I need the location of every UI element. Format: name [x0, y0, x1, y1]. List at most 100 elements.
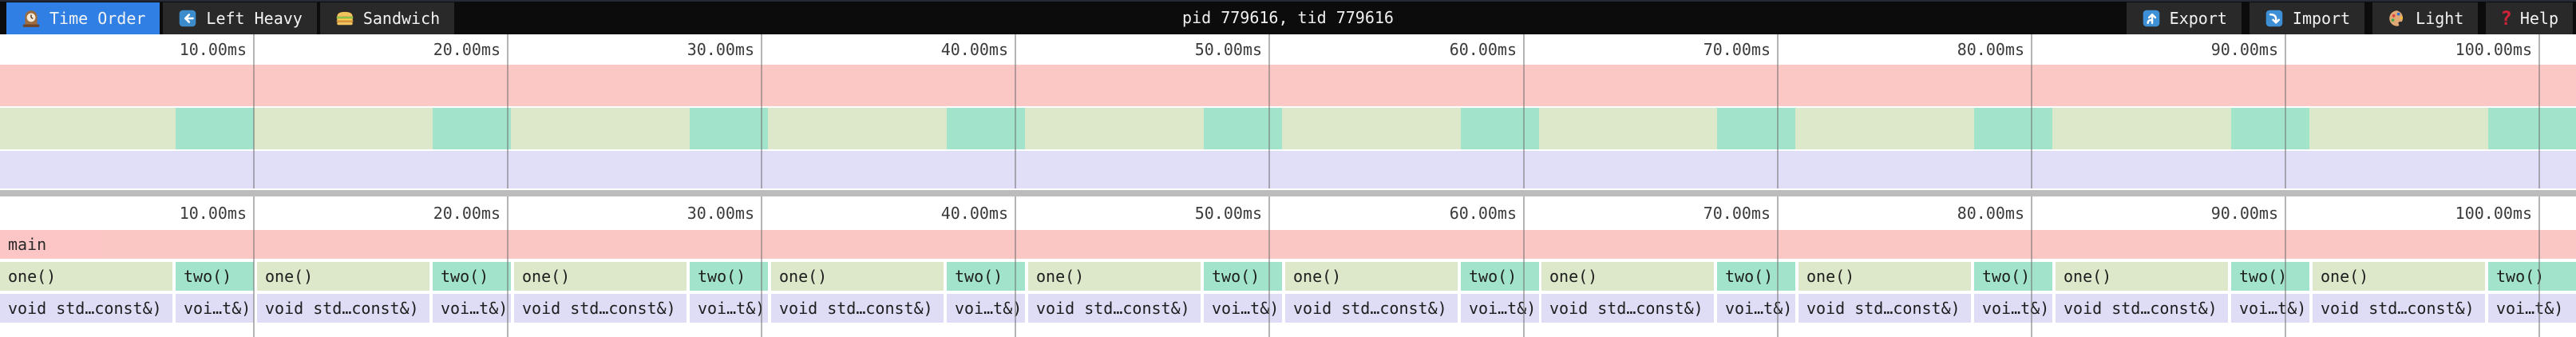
frame-two[interactable]: two() [690, 262, 768, 291]
gridline [2031, 196, 2032, 337]
help-button[interactable]: ? Help [2486, 2, 2573, 34]
gridline [1268, 34, 1270, 188]
action-label: Export [2169, 9, 2227, 28]
minimap-segment-two [176, 108, 254, 149]
frame-two-child[interactable]: voi…t&) [690, 294, 768, 323]
frame-two[interactable]: two() [947, 262, 1025, 291]
frame-one-child[interactable]: void std…const&) [257, 294, 429, 323]
minimap-segment-two [1204, 108, 1282, 149]
minimap-segment-two [2231, 108, 2309, 149]
frame-two[interactable]: two() [2231, 262, 2309, 291]
gridline [253, 34, 255, 188]
frame-two-child[interactable]: voi…t&) [1204, 294, 1282, 323]
gridline [1268, 196, 1270, 337]
frame-one[interactable]: one() [514, 262, 687, 291]
frame-two[interactable]: two() [1204, 262, 1282, 291]
window-title: pid 779616, tid 779616 [1182, 8, 1394, 27]
export-icon [2143, 10, 2159, 27]
flamechart[interactable]: 10.00ms 20.00ms 30.00ms 40.00ms 50.00ms 60.00… [0, 196, 2576, 337]
frame-two[interactable]: two() [1461, 262, 1539, 291]
tick-label: 30.00ms [687, 40, 754, 59]
frame-two[interactable]: two() [433, 262, 511, 291]
gridline [2285, 34, 2286, 188]
frame-one[interactable]: one() [1541, 262, 1714, 291]
tick-label: 100.00ms [2455, 204, 2532, 223]
frame-two-child[interactable]: voi…t&) [1717, 294, 1795, 323]
tick-label: 80.00ms [1957, 204, 2024, 223]
frame-one[interactable]: one() [257, 262, 429, 291]
tab-left-heavy[interactable]: Left Heavy [163, 2, 317, 34]
tick-label: 90.00ms [2210, 204, 2278, 223]
frame-two[interactable]: two() [176, 262, 254, 291]
minimap-segment-two [2488, 108, 2576, 149]
gridline [2031, 34, 2032, 188]
import-button[interactable]: Import [2249, 2, 2365, 34]
gridline [1015, 34, 1016, 188]
tick-label: 40.00ms [940, 40, 1008, 59]
frame-one-child[interactable]: void std…const&) [2313, 294, 2485, 323]
frame-one[interactable]: one() [1028, 262, 1201, 291]
gridline [1777, 34, 1779, 188]
gridline [761, 196, 762, 337]
gridline [507, 34, 508, 188]
tab-time-order[interactable]: Time Order [6, 2, 160, 34]
tick-label: 30.00ms [687, 204, 754, 223]
frame-one-child[interactable]: void std…const&) [1028, 294, 1201, 323]
tick-label: 20.00ms [433, 204, 501, 223]
frame-two-child[interactable]: voi…t&) [2231, 294, 2309, 323]
minimap[interactable]: 10.00ms 20.00ms 30.00ms 40.00ms 50.00ms 60.00… [0, 34, 2576, 190]
frame-one[interactable]: one() [2313, 262, 2485, 291]
tick-label: 70.00ms [1703, 204, 1771, 223]
frame-one-child[interactable]: void std…const&) [1285, 294, 1458, 323]
frame-two[interactable]: two() [1974, 262, 2052, 291]
frame-one-child[interactable]: void std…const&) [514, 294, 687, 323]
tab-label: Left Heavy [206, 9, 303, 28]
section-separator [0, 190, 2576, 196]
action-label: Help [2519, 9, 2558, 28]
frame-one-child[interactable]: void std…const&) [771, 294, 944, 323]
frame-two-child[interactable]: voi…t&) [433, 294, 511, 323]
tick-label: 10.00ms [179, 204, 247, 223]
frame-one-child[interactable]: void std…const&) [1541, 294, 1714, 323]
frame-two-child[interactable]: voi…t&) [1974, 294, 2052, 323]
tick-label: 20.00ms [433, 40, 501, 59]
tick-label: 60.00ms [1449, 40, 1517, 59]
tick-label: 10.00ms [179, 40, 247, 59]
tab-sandwich[interactable]: Sandwich [319, 2, 455, 34]
frame-one[interactable]: one() [0, 262, 172, 291]
frame-two[interactable]: two() [1717, 262, 1795, 291]
sandwich-icon [336, 11, 354, 26]
export-button[interactable]: Export [2126, 2, 2242, 34]
frame-one[interactable]: one() [771, 262, 944, 291]
frame-one-child[interactable]: void std…const&) [2056, 294, 2228, 323]
gridline [2538, 34, 2540, 188]
tick-label: 50.00ms [1194, 204, 1262, 223]
gridline [1015, 196, 1016, 337]
frame-two[interactable]: two() [2488, 262, 2576, 291]
gridline [507, 196, 508, 337]
frame-two-child[interactable]: voi…t&) [2488, 294, 2576, 323]
gridline [1523, 34, 1525, 188]
frame-two-child[interactable]: voi…t&) [947, 294, 1025, 323]
minimap-segment-two [690, 108, 768, 149]
frame-one-child[interactable]: void std…const&) [0, 294, 172, 323]
minimap-segment-two [1974, 108, 2052, 149]
toolbar: Time Order Left Heavy Sandwich pid 77961… [0, 0, 2576, 34]
minimap-segment-two [433, 108, 511, 149]
frame-one-child[interactable]: void std…const&) [1798, 294, 1971, 323]
frame-main[interactable]: main [0, 230, 2576, 259]
clock-icon [22, 10, 40, 27]
gridline [1777, 196, 1779, 337]
light-theme-button[interactable]: Light [2372, 2, 2479, 34]
tab-label: Sandwich [362, 9, 441, 28]
frame-two-child[interactable]: voi…t&) [1461, 294, 1539, 323]
gridline [253, 196, 255, 337]
tab-label: Time Order [49, 9, 146, 28]
frame-one[interactable]: one() [1285, 262, 1458, 291]
frame-two-child[interactable]: voi…t&) [176, 294, 254, 323]
tick-label: 90.00ms [2210, 40, 2278, 59]
frame-one[interactable]: one() [2056, 262, 2228, 291]
help-icon: ? [2500, 7, 2512, 30]
frame-one[interactable]: one() [1798, 262, 1971, 291]
tick-label: 70.00ms [1703, 40, 1771, 59]
